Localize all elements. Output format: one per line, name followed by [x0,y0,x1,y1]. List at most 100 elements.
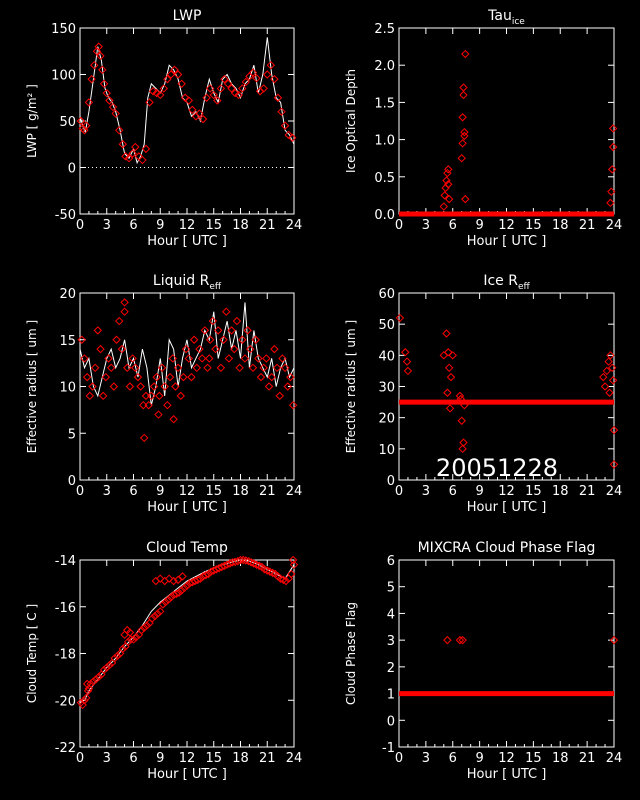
x-tick-label: 9 [475,751,483,766]
data-point [208,316,218,326]
x-tick-label: 12 [498,218,515,233]
data-point [76,116,86,126]
x-axis-label: Hour [ UTC ] [467,234,547,249]
data-point [82,121,91,130]
data-point [286,372,295,382]
series-line [79,302,295,406]
data-point [609,635,619,645]
y-tick-label: 3 [387,634,395,649]
data-point [105,96,114,105]
x-tick-label: 12 [179,218,196,233]
data-point [144,400,153,410]
chart-cloud_temp: Cloud Temp 0 3 6 9 12 15 18 21 24 -22 -20 -18 -16 -14 H… [25,540,302,782]
x-tick-label: 24 [286,751,303,766]
data-point [198,114,208,124]
data-layer [399,49,618,217]
data-point [444,165,453,174]
x-tick-label: 24 [606,484,623,499]
data-point [607,187,616,196]
data-point [99,79,109,89]
x-tick-label: 21 [259,751,276,766]
x-tick-label: 9 [156,484,164,499]
data-point [284,130,293,140]
data-point [118,140,128,149]
data-point [232,316,242,326]
x-tick-label: 18 [552,218,569,233]
data-point [102,663,111,672]
data-point [461,194,470,204]
data-point [148,614,157,623]
data-point [90,363,100,373]
y-tick-label: 0.0 [374,208,395,223]
data-point [402,357,412,366]
y-tick-label: -14 [55,554,76,569]
data-point [125,628,135,637]
y-tick-label: -1 [382,741,395,756]
data-point [174,588,184,597]
y-tick-label: 2.5 [374,22,395,37]
data-point [131,142,140,152]
data-point [211,344,220,354]
data-point [147,391,156,401]
data-layer [76,37,297,165]
data-point [608,124,618,133]
data-point [443,635,452,645]
x-tick-label: 21 [579,751,596,766]
x-tick-label: 24 [606,218,623,233]
y-axis-label: Ice Optical Depth [344,69,358,173]
data-point [444,180,453,189]
data-point [178,572,187,581]
data-layer [77,298,298,443]
data-point [608,165,617,174]
chart-title: MIXCRA Cloud Phase Flag [418,540,596,556]
data-point [600,382,610,391]
data-point [152,372,161,382]
y-tick-label: -20 [55,694,76,709]
x-tick-label: 15 [525,751,542,766]
data-point [169,576,178,586]
x-tick-label: 24 [286,484,303,499]
data-point [224,354,234,363]
x-tick-label: 6 [449,751,457,766]
data-point [84,684,94,693]
data-point [202,93,211,102]
data-layer [76,555,299,710]
data-point [128,149,137,158]
data-point [234,90,243,100]
data-point [205,354,214,363]
y-tick-label: 0 [68,474,76,489]
data-point [455,635,465,645]
y-axis-label: LWP [ g/m² ] [25,84,39,158]
x-axis-label: Hour [ UTC ] [467,500,547,515]
data-point [270,74,279,84]
data-point [137,625,146,635]
data-point [117,344,127,354]
data-point [181,93,190,102]
x-tick-label: 18 [552,484,569,499]
data-point [173,575,183,585]
data-point [142,621,152,630]
data-point [177,586,186,595]
y-tick-label: 0.5 [374,171,395,186]
data-point [160,382,169,391]
chart-title: Liquid Reff [153,273,222,292]
x-tick-label: 21 [259,218,276,233]
data-point [264,382,274,391]
x-axis-label: Hour [ UTC ] [467,767,547,782]
data-point [129,635,138,644]
data-point [159,84,169,93]
x-axis-label: Hour [ UTC ] [147,767,227,782]
y-tick-label: 50 [59,115,76,130]
data-point [141,144,151,154]
data-point [124,153,134,163]
y-axis-label: Effective radius [ um ] [344,320,358,453]
data-point [259,84,268,93]
data-point [120,298,129,307]
data-point [259,363,268,373]
data-point [280,363,290,373]
data-point [246,344,255,354]
x-tick-label: 3 [103,751,111,766]
data-point [255,561,264,571]
